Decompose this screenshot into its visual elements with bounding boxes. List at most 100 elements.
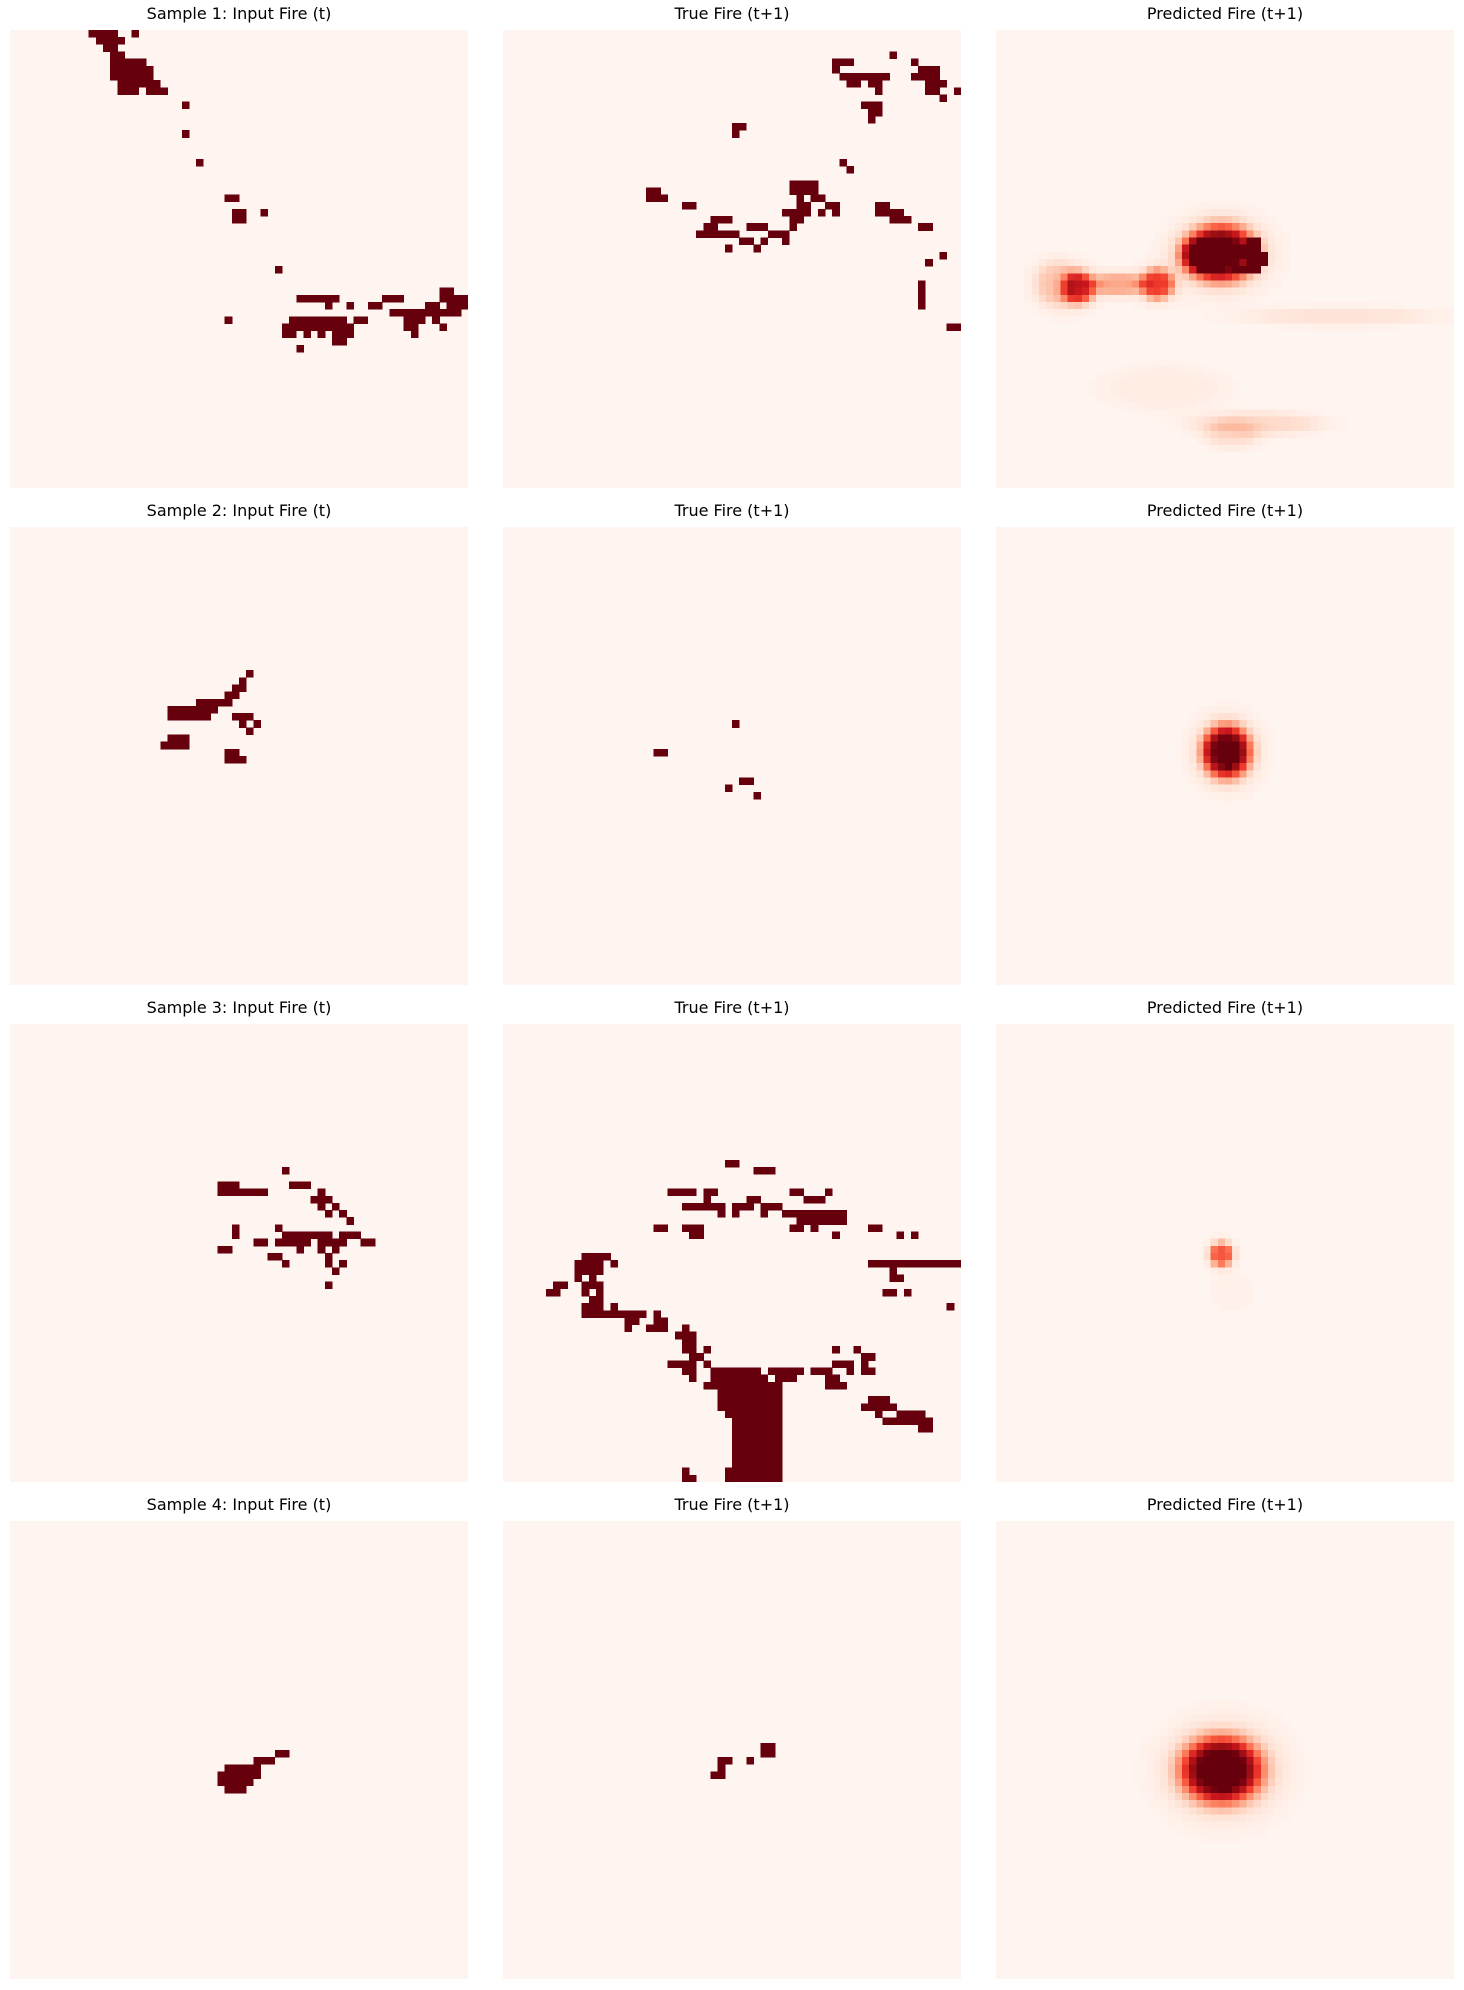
probability-cell (1260, 1707, 1269, 1715)
fire-cell (846, 1367, 855, 1376)
probability-cell (1232, 294, 1240, 303)
panel-title: Sample 4: Input Fire (t) (146, 1495, 332, 1514)
probability-cell (1189, 748, 1197, 757)
probability-cell (1203, 741, 1212, 750)
fire-cell (717, 1202, 726, 1211)
probability-cell (1225, 316, 1233, 324)
fire-cell (453, 309, 462, 317)
probability-cell (1189, 727, 1197, 735)
probability-cell (1110, 287, 1119, 296)
fire-cell (789, 1188, 797, 1197)
probability-cell (1217, 1771, 1226, 1780)
fire-cell (396, 294, 404, 303)
probability-cell (1174, 280, 1183, 289)
probability-cell (1332, 416, 1340, 424)
fire-cell (810, 180, 819, 188)
fire-cell (760, 1396, 769, 1404)
probability-cell (1210, 208, 1219, 217)
probability-cell (1246, 266, 1255, 274)
probability-cell (1267, 1735, 1276, 1744)
fire-cell (810, 1224, 819, 1232)
fire-cell (739, 1403, 747, 1411)
fire-cell (453, 294, 462, 303)
fire-cell (246, 1771, 254, 1780)
probability-cell (1182, 1792, 1190, 1801)
probability-cell (1246, 294, 1255, 303)
probability-cell (1203, 748, 1212, 757)
probability-cell (1089, 380, 1097, 389)
probability-cell (1325, 309, 1333, 317)
probability-cell (1153, 237, 1161, 246)
probability-cell (1067, 287, 1076, 296)
probability-cell (1160, 1735, 1169, 1744)
fire-cell (753, 1388, 762, 1397)
probability-cell (1275, 1778, 1283, 1787)
probability-cell (1189, 734, 1197, 743)
probability-cell (1225, 402, 1233, 410)
fire-cell (681, 1367, 690, 1376)
probability-cell (1225, 416, 1233, 424)
probability-cell (1303, 409, 1312, 417)
probability-cell (1174, 1785, 1183, 1794)
probability-cell (1225, 251, 1233, 260)
probability-cell (1246, 287, 1255, 296)
probability-cell (1139, 280, 1147, 289)
probability-cell (1103, 273, 1111, 281)
probability-cell (1282, 1721, 1290, 1729)
probability-cell (1146, 380, 1154, 389)
probability-cell (1232, 273, 1240, 281)
probability-cell (1210, 1742, 1219, 1751)
probability-cell (1196, 201, 1204, 210)
probability-cell (1267, 1792, 1276, 1801)
fire-cell (717, 1374, 726, 1383)
probability-cell (1246, 251, 1255, 260)
probability-cell (1189, 216, 1197, 224)
probability-cell (1382, 309, 1390, 317)
probability-cell (1174, 748, 1183, 757)
fire-cell (839, 1217, 847, 1225)
fire-cell (574, 1274, 583, 1283)
probability-cell (1153, 230, 1161, 238)
probability-cell (1182, 366, 1190, 374)
probability-cell (1124, 294, 1133, 303)
probability-cell (1189, 1735, 1197, 1744)
probability-cell (1110, 266, 1119, 274)
probability-cell (1182, 727, 1190, 735)
fire-cell (717, 1396, 726, 1404)
probability-cell (1160, 366, 1169, 374)
fire-cell (889, 216, 897, 224)
probability-cell (1203, 1260, 1212, 1268)
probability-cell (1167, 1792, 1176, 1801)
probability-cell (1189, 1828, 1197, 1837)
probability-cell (1232, 748, 1240, 757)
probability-cell (1160, 1785, 1169, 1794)
probability-cell (1210, 1281, 1219, 1290)
probability-cell (1225, 1728, 1233, 1737)
probability-cell (1239, 1699, 1247, 1708)
fire-cell (453, 301, 462, 310)
probability-cell (1239, 301, 1247, 310)
fire-cell (753, 1396, 762, 1404)
probability-cell (1110, 280, 1119, 289)
fire-cell (767, 1388, 776, 1397)
probability-cell (1210, 770, 1219, 778)
probability-cell (1174, 1764, 1183, 1772)
fire-cell (167, 713, 175, 721)
probability-cell (1267, 1821, 1276, 1830)
probability-cell (1210, 387, 1219, 396)
fire-cell (875, 101, 883, 110)
fire-cell (724, 1474, 733, 1482)
probability-cell (1139, 402, 1147, 410)
probability-cell (1282, 309, 1290, 317)
fire-cell (767, 1167, 776, 1175)
fire-cell (918, 294, 926, 303)
fire-cell (746, 1396, 754, 1404)
fire-cell (746, 1381, 754, 1390)
probability-cell (1167, 301, 1176, 310)
fire-cell (746, 1195, 754, 1204)
probability-cell (1439, 309, 1448, 317)
fire-cell (210, 705, 218, 714)
probability-cell (1196, 713, 1204, 721)
fire-cell (332, 294, 340, 303)
probability-cell (1217, 1828, 1226, 1837)
